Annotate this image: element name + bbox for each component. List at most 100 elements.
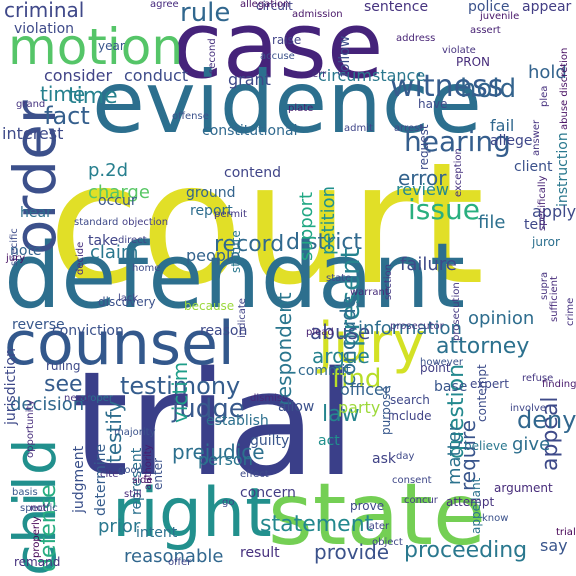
- word: time: [68, 84, 118, 109]
- word: proceeding: [404, 538, 528, 563]
- word: argue: [312, 344, 370, 368]
- word: accuse: [260, 51, 295, 62]
- word: home: [132, 263, 161, 274]
- word: properly: [31, 516, 42, 558]
- word: sentence: [364, 0, 429, 15]
- word: judge: [172, 394, 245, 424]
- word: people: [186, 246, 241, 265]
- word: police: [468, 0, 510, 15]
- word: permit: [214, 209, 247, 220]
- word: hold: [528, 62, 567, 83]
- word: jurisdiction: [3, 348, 19, 425]
- word: prosecutor: [390, 321, 444, 332]
- word: grand: [16, 99, 46, 110]
- word: year: [98, 39, 125, 53]
- word: p.2d: [88, 160, 129, 181]
- word: establish: [206, 413, 269, 429]
- word: warrant: [350, 287, 389, 298]
- word: victim: [168, 361, 192, 423]
- word: prove: [350, 499, 385, 513]
- word: plate: [288, 103, 314, 114]
- word: decide: [75, 241, 86, 275]
- word: time: [40, 82, 86, 106]
- word: conduct: [124, 66, 189, 85]
- word: base: [434, 379, 468, 395]
- word: PRON: [456, 55, 490, 69]
- word: specifically: [537, 175, 548, 231]
- word: not: [30, 503, 47, 514]
- word: party: [338, 398, 381, 417]
- word: involve: [510, 403, 547, 414]
- word: note: [10, 243, 42, 259]
- word: charge: [88, 182, 150, 203]
- word: circumstance: [318, 66, 426, 85]
- word: standard: [74, 217, 119, 228]
- word: plea: [539, 85, 550, 107]
- word: failure: [400, 254, 457, 275]
- word: district: [286, 230, 363, 255]
- word: admission: [292, 9, 343, 20]
- word: because: [184, 299, 235, 313]
- word: proper: [80, 393, 113, 404]
- word: hear: [20, 205, 52, 221]
- word: consider: [44, 66, 113, 85]
- word: decision: [10, 394, 85, 415]
- word: right: [112, 474, 272, 553]
- word: act: [318, 433, 340, 449]
- word: statement: [260, 512, 374, 537]
- word: jury: [6, 253, 26, 264]
- word: judgment: [71, 445, 87, 513]
- word: state: [268, 465, 486, 565]
- word: address: [396, 33, 436, 44]
- word: assert: [470, 25, 501, 36]
- word: violation: [14, 21, 75, 37]
- word: case: [172, 0, 384, 99]
- word: fail: [490, 116, 515, 135]
- word: commit: [298, 363, 351, 379]
- word: attorney: [436, 334, 530, 359]
- word: deny: [517, 406, 576, 434]
- word: admit: [344, 123, 373, 134]
- word: direct: [118, 235, 147, 246]
- word: rule: [180, 0, 231, 28]
- word: law: [322, 402, 360, 427]
- word: however: [420, 357, 463, 368]
- word: contempt: [475, 364, 489, 422]
- word: attempt: [446, 495, 495, 509]
- word: still: [124, 489, 142, 500]
- word: finding: [542, 379, 576, 390]
- word: refuse: [522, 373, 554, 384]
- word: basis: [12, 487, 38, 498]
- word: arrest: [394, 123, 424, 134]
- word: error: [398, 166, 447, 190]
- word: abuse discretion: [559, 47, 570, 130]
- word: follow: [337, 35, 353, 77]
- word: allow: [278, 399, 315, 415]
- word: expert: [470, 377, 509, 391]
- word: crime: [565, 297, 576, 326]
- word: know: [482, 513, 509, 524]
- word: circuit: [256, 0, 293, 13]
- word: later: [366, 521, 390, 532]
- word: petition: [318, 185, 339, 255]
- word: specific: [20, 503, 58, 514]
- word: statute: [229, 230, 243, 273]
- word: report: [190, 203, 233, 219]
- word: prior: [98, 516, 141, 537]
- word: appear: [522, 0, 572, 15]
- word: side: [132, 475, 153, 486]
- word: motion: [8, 18, 184, 76]
- word: give: [512, 434, 551, 455]
- word: state: [326, 273, 352, 284]
- word: go: [222, 497, 235, 508]
- word: answer: [531, 119, 542, 156]
- word: concur: [404, 495, 438, 506]
- word: intent: [136, 525, 178, 541]
- word: allegation: [240, 0, 290, 10]
- word: client: [514, 159, 553, 175]
- word: counsel: [4, 309, 235, 379]
- word: plead: [306, 327, 334, 338]
- word: tell: [524, 217, 546, 233]
- word: good: [118, 465, 143, 476]
- word: ground: [186, 185, 236, 201]
